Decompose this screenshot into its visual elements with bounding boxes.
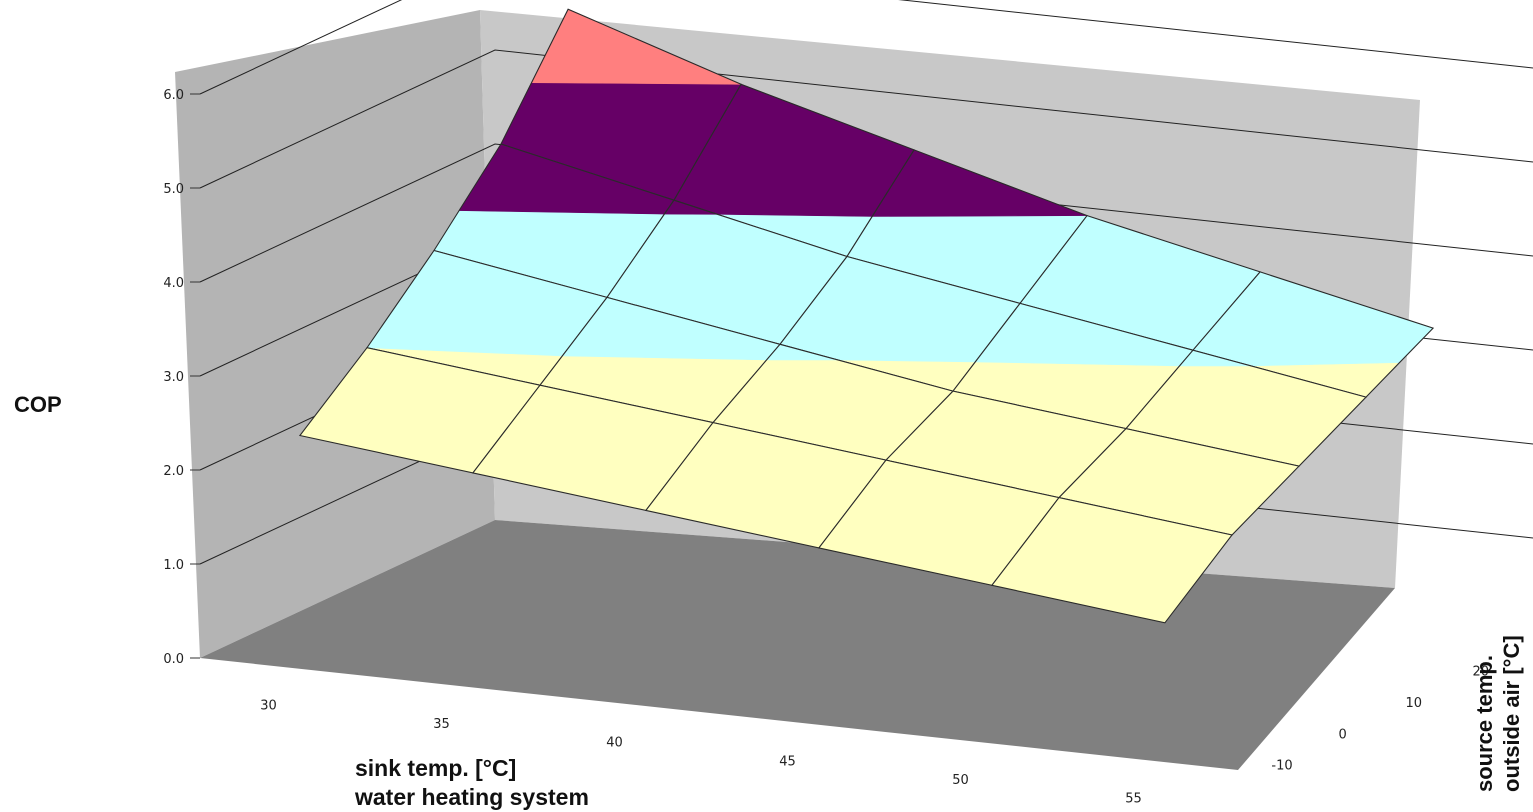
surface-cell-outline xyxy=(990,496,1233,624)
x-tick-label-5: 55 xyxy=(1125,792,1142,807)
y-axis-title-line-2: outside air [°C] xyxy=(1499,635,1524,792)
y-tick-label-1: 0 xyxy=(1338,727,1346,742)
y-tick-label-0: -10 xyxy=(1271,759,1292,774)
x-axis-title-line-1: sink temp. [°C] xyxy=(355,755,516,781)
x-tick-label-2: 40 xyxy=(606,736,623,751)
tick-marks xyxy=(190,93,200,659)
surface xyxy=(298,8,1435,624)
z-tick-label-5: 5.0 xyxy=(163,182,184,197)
z-tick-label-3: 3.0 xyxy=(163,370,184,385)
gridline-6 xyxy=(199,0,1533,95)
gridline-5 xyxy=(199,49,1533,189)
y-axis-title-line-1: source temp. xyxy=(1472,655,1497,792)
x-axis-title-line-2: water heating system xyxy=(354,784,589,810)
z-tick-label-1: 1.0 xyxy=(163,558,184,573)
y-tick-labels: -100102030 xyxy=(1271,665,1490,774)
z-tick-label-0: 0.0 xyxy=(163,652,184,667)
x-tick-label-1: 35 xyxy=(433,717,450,732)
x-tick-labels: 30 35 40 45 50 55 xyxy=(260,698,1142,806)
z-axis-title: COP xyxy=(14,392,62,417)
z-tick-labels: 0.0 1.0 2.0 3.0 4.0 5.0 6.0 xyxy=(163,88,184,667)
y-tick-label-2: 10 xyxy=(1406,696,1423,711)
side-wall xyxy=(175,10,495,658)
z-tick-label-2: 2.0 xyxy=(163,464,184,479)
x-tick-label-3: 45 xyxy=(779,754,796,769)
y-tick-label-3: 20 xyxy=(1473,665,1490,680)
x-tick-label-4: 50 xyxy=(952,773,969,788)
x-tick-label-0: 30 xyxy=(260,698,277,713)
gridline-4 xyxy=(199,143,1533,283)
z-tick-label-4: 4.0 xyxy=(163,276,184,291)
z-tick-label-6: 6.0 xyxy=(163,88,184,103)
